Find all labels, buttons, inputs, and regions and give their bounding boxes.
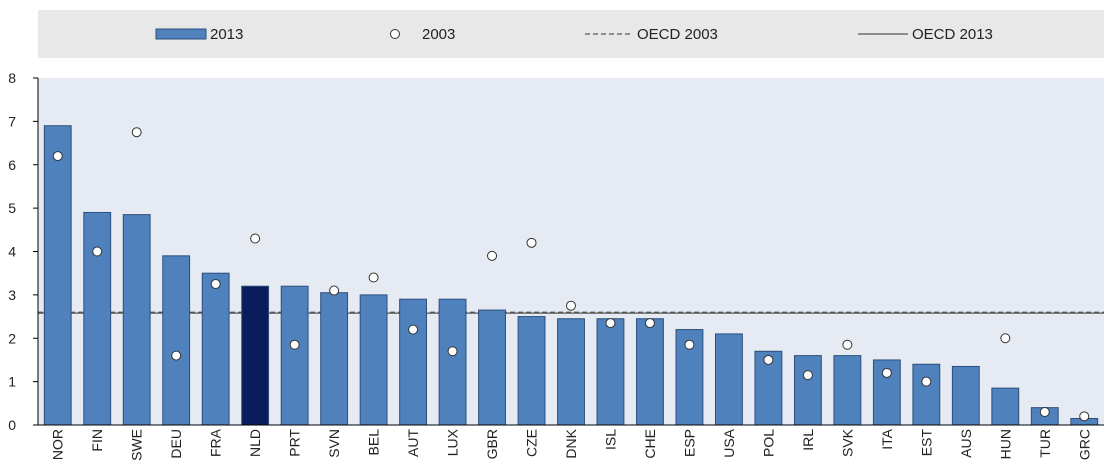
marker-2003-pol [763, 354, 774, 365]
x-tick-label-nor: NOR [50, 429, 66, 460]
bar-nor [43, 125, 72, 426]
bar-nld [241, 285, 270, 426]
x-tick-label-ita: ITA [879, 428, 895, 449]
x-tick-label-aut: AUT [405, 429, 421, 457]
marker-2003-est [921, 376, 932, 387]
marker-2003-dnk [566, 300, 576, 311]
legend-background [38, 10, 1104, 58]
legend-label-2003: 2003 [422, 26, 455, 43]
bar-aus [951, 365, 980, 426]
x-tick-label-svn: SVN [326, 429, 342, 458]
x-tick-label-pol: POL [760, 429, 776, 457]
legend: 2013 2003 OECD 2003 OECD 2013 [155, 26, 993, 43]
x-tick-label-usa: USA [721, 428, 737, 457]
bar-fra [201, 272, 230, 426]
legend-label-oecd-2013: OECD 2013 [912, 26, 993, 43]
marker-2003-aut [408, 324, 419, 335]
y-tick-label: 4 [8, 244, 16, 260]
x-tick-label-swe: SWE [129, 429, 145, 461]
marker-2003-che [644, 318, 655, 329]
bar-usa [715, 333, 743, 426]
y-tick-label: 0 [8, 417, 16, 433]
x-tick-label-aus: AUS [958, 429, 974, 458]
marker-2003-fra [210, 279, 221, 290]
marker-2003-nld [250, 233, 261, 244]
marker-2003-bel [368, 272, 379, 283]
legend-label-oecd-2003: OECD 2003 [637, 26, 718, 43]
legend-marker-2003 [390, 29, 400, 39]
y-tick-label: 5 [8, 200, 16, 216]
x-tick-label-che: CHE [642, 429, 658, 459]
bars [43, 125, 1099, 426]
bar-hun [991, 387, 1020, 426]
marker-2003-fin [92, 246, 103, 257]
marker-2003-hun [1000, 333, 1011, 344]
y-tick-label: 7 [8, 113, 16, 129]
bar-aut [399, 298, 427, 426]
x-tick-label-fra: FRA [208, 428, 224, 457]
bar-deu [162, 255, 191, 426]
x-tick-label-est: EST [918, 429, 934, 457]
bar-prt [280, 285, 309, 426]
x-tick-label-dnk: DNK [563, 428, 579, 458]
legend-swatch-2013 [155, 28, 207, 40]
bar-gbr [478, 309, 506, 426]
x-tick-label-fin: FIN [89, 429, 105, 452]
legend-label-2013: 2013 [210, 26, 243, 43]
x-tick-label-hun: HUN [997, 429, 1013, 459]
bar-dnk [557, 318, 585, 426]
y-tick-label: 1 [8, 374, 16, 390]
x-tick-label-irl: IRL [800, 429, 816, 451]
bar-cze [517, 316, 546, 426]
x-tick-label-esp: ESP [681, 429, 697, 457]
marker-2003-esp [684, 339, 695, 350]
marker-2003-isl [605, 318, 616, 329]
bar-isl [596, 318, 625, 426]
marker-2003-lux [447, 346, 458, 357]
bar-fin [83, 211, 112, 426]
x-tick-label-gbr: GBR [484, 429, 500, 459]
y-tick-label: 2 [8, 330, 16, 346]
marker-2003-deu [171, 350, 182, 361]
y-tick-label: 6 [8, 157, 16, 173]
bar-irl [793, 355, 822, 426]
bar-svn [320, 292, 349, 426]
y-tick-label: 8 [8, 70, 16, 86]
marker-2003-prt [289, 339, 300, 350]
x-tick-label-tur: TUR [1037, 429, 1053, 458]
bar-swe [122, 214, 151, 426]
x-tick-label-grc: GRC [1076, 429, 1092, 460]
marker-2003-irl [802, 370, 813, 381]
markers-2003 [52, 127, 1090, 422]
bar-che [636, 318, 664, 426]
x-tick-label-lux: LUX [445, 428, 461, 456]
marker-2003-svn [329, 285, 340, 296]
bar-lux [438, 298, 467, 426]
marker-2003-ita [881, 367, 892, 378]
x-tick-label-svk: SVK [839, 428, 855, 457]
x-tick-label-deu: DEU [168, 429, 184, 459]
x-tick-label-bel: BEL [366, 429, 382, 456]
x-tick-label-nld: NLD [247, 429, 263, 457]
axes: 0 1 2 3 4 5 6 7 8 NOR FIN SWE DEU FRA NLD PRT SVN BEL AUT L… [8, 70, 1104, 461]
bar-bel [359, 294, 388, 426]
y-tick-label: 3 [8, 287, 16, 303]
bar-svk [833, 355, 862, 426]
marker-2003-gbr [487, 250, 498, 261]
marker-2003-svk [842, 339, 853, 350]
x-tick-label-isl: ISL [602, 429, 618, 450]
x-tick-label-cze: CZE [524, 429, 540, 457]
marker-2003-nor [52, 151, 63, 162]
marker-2003-grc [1079, 411, 1090, 422]
marker-2003-swe [131, 127, 142, 138]
bar-est [912, 363, 941, 426]
marker-2003-cze [526, 237, 537, 248]
marker-2003-tur [1039, 406, 1050, 417]
x-tick-label-prt: PRT [287, 429, 303, 457]
